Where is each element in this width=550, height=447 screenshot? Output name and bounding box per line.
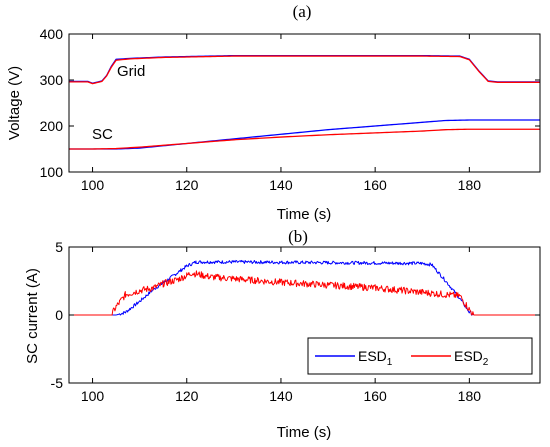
x-tick-label-a-3: 160 (363, 177, 387, 193)
panel-b-title: (b) (288, 227, 308, 246)
panel-b-frame (68, 246, 541, 384)
panel-a-xlabel: Time (s) (277, 206, 331, 223)
x-tick-label-b-3: 160 (363, 388, 387, 404)
x-tick-label-b-1: 120 (175, 388, 199, 404)
x-tick-label-b-0: 100 (81, 388, 105, 404)
panel-b-ylabel: SC current (A) (24, 268, 41, 364)
y-tick-label-b-2: 5 (55, 239, 63, 255)
y-tick-label-b-0: -5 (51, 375, 64, 391)
annotation-sc: SC (92, 126, 113, 143)
y-tick-label-a-0: 100 (40, 164, 64, 180)
x-tick-label-a-4: 180 (458, 177, 482, 193)
panel-a-frame (68, 33, 541, 173)
x-tick-label-a-1: 120 (175, 177, 199, 193)
panel-a-series (69, 54, 540, 150)
x-tick-label-a-0: 100 (81, 177, 105, 193)
panel-b-ticks: 100 120 140 160 180 -5 0 5 (51, 239, 540, 404)
legend-label-esd1: ESD1 (358, 348, 393, 368)
series-line-b-1 (69, 270, 541, 316)
y-tick-label-a-2: 300 (40, 72, 64, 88)
series-line-a-2 (69, 119, 540, 150)
panel-a-title: (a) (293, 2, 312, 21)
panel-b-xlabel: Time (s) (277, 424, 331, 441)
panel-a: (a) 100 120 140 160 180 100 200 300 400 Time (s)… (6, 2, 541, 223)
y-tick-label-a-3: 400 (40, 26, 64, 42)
panel-b-series (69, 259, 541, 316)
panel-b: (b) 100 120 140 160 180 -5 0 5 Time (s) SC curr… (24, 227, 541, 441)
annotation-grid: Grid (117, 63, 145, 80)
y-tick-label-a-1: 200 (40, 118, 64, 134)
series-line-a-3 (69, 128, 540, 150)
series-line-b-0 (69, 259, 541, 316)
y-tick-label-b-1: 0 (55, 307, 63, 323)
legend-label-esd2: ESD2 (454, 348, 489, 368)
series-line-a-1 (69, 55, 540, 85)
x-tick-label-b-2: 140 (269, 388, 293, 404)
legend: ESD1 ESD2 (307, 337, 533, 375)
x-tick-label-b-4: 180 (458, 388, 482, 404)
x-tick-label-a-2: 140 (269, 177, 293, 193)
panel-a-ylabel: Voltage (V) (6, 66, 23, 140)
panel-a-ticks: 100 120 140 160 180 100 200 300 400 (40, 26, 540, 193)
